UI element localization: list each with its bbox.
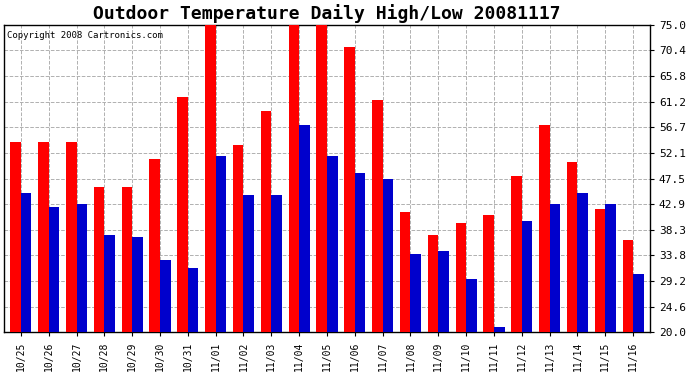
Bar — [121, 187, 132, 332]
Bar — [10, 142, 21, 332]
Bar — [622, 240, 633, 332]
Bar — [428, 234, 438, 332]
Bar — [38, 142, 49, 332]
Bar — [177, 98, 188, 332]
Bar — [522, 220, 533, 332]
Bar — [244, 195, 254, 332]
Bar — [494, 327, 504, 332]
Bar — [355, 173, 366, 332]
Bar — [411, 254, 421, 332]
Bar — [511, 176, 522, 332]
Bar — [438, 251, 449, 332]
Bar — [372, 100, 383, 332]
Title: Outdoor Temperature Daily High/Low 20081117: Outdoor Temperature Daily High/Low 20081… — [93, 4, 561, 23]
Bar — [77, 204, 87, 332]
Bar — [578, 192, 588, 332]
Bar — [299, 125, 310, 332]
Bar — [94, 187, 104, 332]
Bar — [21, 192, 32, 332]
Bar — [605, 204, 616, 332]
Bar — [344, 47, 355, 332]
Bar — [49, 207, 59, 332]
Bar — [188, 268, 199, 332]
Bar — [160, 260, 170, 332]
Bar — [104, 234, 115, 332]
Bar — [595, 209, 605, 332]
Bar — [288, 25, 299, 332]
Bar — [216, 156, 226, 332]
Bar — [261, 111, 271, 332]
Bar — [539, 125, 550, 332]
Bar — [205, 25, 216, 332]
Bar — [484, 215, 494, 332]
Bar — [317, 22, 327, 332]
Bar — [567, 162, 578, 332]
Bar — [455, 224, 466, 332]
Bar — [233, 145, 244, 332]
Bar — [550, 204, 560, 332]
Bar — [66, 142, 77, 332]
Bar — [327, 156, 337, 332]
Bar — [132, 237, 143, 332]
Bar — [466, 279, 477, 332]
Bar — [271, 195, 282, 332]
Bar — [150, 159, 160, 332]
Text: Copyright 2008 Cartronics.com: Copyright 2008 Cartronics.com — [8, 31, 164, 40]
Bar — [633, 274, 644, 332]
Bar — [383, 178, 393, 332]
Bar — [400, 212, 411, 332]
